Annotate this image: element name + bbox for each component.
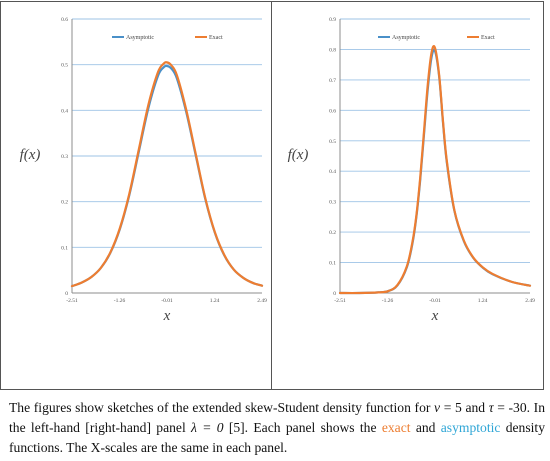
y-tick-label: 0.1 <box>61 245 68 251</box>
y-tick-label: 0.6 <box>329 108 336 114</box>
y-tick-label: 0.1 <box>329 261 336 267</box>
tau-symbol: τ <box>488 400 494 415</box>
caption-exact-word: exact <box>381 420 411 435</box>
y-tick-label: 0 <box>333 291 336 297</box>
x-tick-label: 2.49 <box>257 298 267 304</box>
caption-text-1: The figures show sketches of the extende… <box>9 400 435 415</box>
caption-text-5: and <box>410 420 441 435</box>
caption-text-4: [5]. Each panel shows the <box>223 420 382 435</box>
y-tick-label: 0.4 <box>329 169 336 175</box>
y-tick-label: 0.2 <box>329 230 336 236</box>
exact-series-line <box>70 61 264 288</box>
caption-text-2: = 5 and <box>440 400 489 415</box>
legend-label-exact: Exact <box>209 35 223 41</box>
figure-caption: The figures show sketches of the extende… <box>9 398 545 458</box>
legend-label-asymptotic: Asymptotic <box>126 35 154 41</box>
y-tick-label: 0.2 <box>61 200 68 206</box>
x-tick-label: -2.51 <box>66 298 78 304</box>
y-tick-label: 0 <box>65 291 68 297</box>
legend: Asymptotic Exact <box>112 35 223 41</box>
caption-text-6: density functions. The X-scales are the … <box>9 420 545 455</box>
asymptotic-series-line <box>70 64 264 288</box>
y-tick-label: 0.3 <box>329 200 336 206</box>
y-tick-label: 0.5 <box>61 63 68 69</box>
x-tick-label: 1.24 <box>478 298 488 304</box>
figure-panels: 0 0.1 0.2 0.3 0.4 0.5 0.6 -2.51 -1.26 -0.01 1.24 2.… <box>0 1 544 390</box>
y-tick-label: 0.7 <box>329 78 336 84</box>
x-tick-label: 2.49 <box>525 298 535 304</box>
x-tick-label: -1.26 <box>382 298 394 304</box>
legend: Asymptotic Exact <box>378 35 495 41</box>
y-tick-label: 0.9 <box>329 17 336 23</box>
x-axis-label: x <box>163 308 171 324</box>
x-tick-label: -2.51 <box>334 298 346 304</box>
x-tick-label: -1.26 <box>114 298 126 304</box>
x-tick-label: -0.01 <box>161 298 173 304</box>
y-axis-label: f(x) <box>288 147 309 163</box>
x-axis-label: x <box>431 308 439 324</box>
y-tick-label: 0.4 <box>61 108 68 114</box>
x-tick-label: 1.24 <box>210 298 220 304</box>
caption-text-3: = -30. In the left-hand [right-hand] pan… <box>9 400 546 435</box>
y-tick-label: 0.6 <box>61 17 68 23</box>
caption-asymptotic-word: asymptotic <box>440 420 501 435</box>
legend-label-exact: Exact <box>481 35 495 41</box>
y-axis-label: f(x) <box>20 147 41 163</box>
y-tick-label: 0.3 <box>61 154 68 160</box>
lambda-expression: λ = 0 <box>191 420 224 435</box>
left-panel: 0 0.1 0.2 0.3 0.4 0.5 0.6 -2.51 -1.26 -0.01 1.24 2.… <box>20 17 267 324</box>
y-tick-label: 0.8 <box>329 47 336 53</box>
nu-symbol: ν <box>434 400 441 415</box>
right-panel: 0 0.1 0.2 0.3 0.4 0.5 0.6 0.7 0.8 0.9 -2.51 -1.26 -0… <box>288 17 535 324</box>
legend-label-asymptotic: Asymptotic <box>392 35 420 41</box>
y-tick-label: 0.5 <box>329 139 336 145</box>
x-tick-label: -0.01 <box>429 298 441 304</box>
exact-series-line <box>338 44 532 295</box>
